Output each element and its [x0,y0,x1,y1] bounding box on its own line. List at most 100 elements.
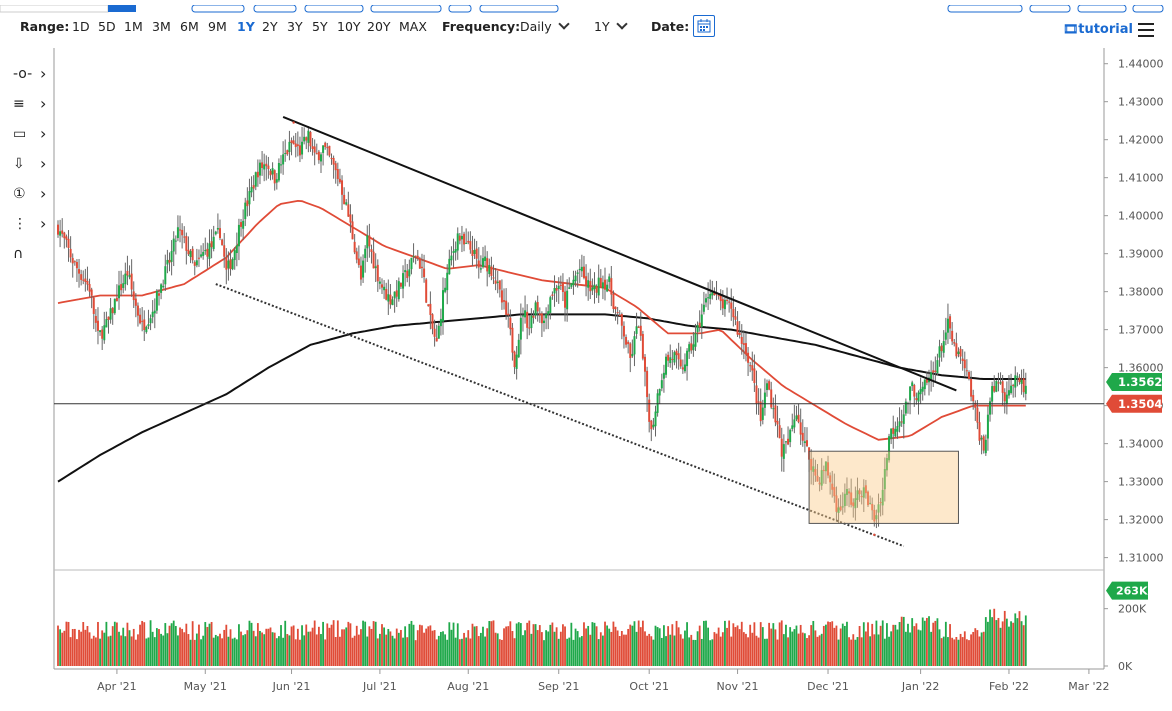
trendline-dotted [215,283,905,548]
menu-icon[interactable] [1138,23,1154,37]
candle [275,179,278,183]
volume-bar [959,633,962,666]
candle [183,236,186,238]
candle [284,152,287,154]
frequency-dropdown[interactable]: Daily [520,18,570,34]
candle [574,275,577,282]
volume-bar [505,626,508,666]
candle [170,251,173,262]
range-2y[interactable]: 2Y [262,19,278,34]
volume-bar [130,636,133,666]
candle [153,310,156,314]
volume-bar [357,634,360,666]
volume-bar [917,629,920,666]
candle [389,294,392,305]
tool-text-lines[interactable]: ≡ › [10,94,50,120]
volume-bar [681,638,684,666]
volume-bar [997,617,1000,666]
tool-arrow-down[interactable]: ⇩ › [10,154,50,180]
volume-bar [665,636,667,666]
candle [317,151,320,161]
candle [139,314,142,324]
candle [315,153,318,155]
candle [641,334,644,359]
volume-bar [877,634,880,666]
candle [824,461,827,472]
volume-bar [84,629,87,666]
tool-number-one[interactable]: ① › [10,184,50,210]
price-tick-label: 1.33000 [1118,476,1164,489]
candle [168,259,171,263]
volume-bar [227,636,230,666]
candle [675,350,678,356]
candle [503,300,506,302]
candle [269,170,272,176]
range-5d[interactable]: 5D [98,19,116,34]
candle [147,324,150,327]
volume-bar [837,639,840,666]
candle [946,318,949,333]
range-6m[interactable]: 6M [180,19,199,34]
range-9m[interactable]: 9M [208,19,227,34]
volume-bar [168,625,171,666]
volume-bar [764,638,766,666]
crosshair-icon: -o- [13,66,33,82]
candle [362,260,365,278]
volume-bar [982,631,985,666]
volume-bar [690,634,693,666]
volume-bar [694,639,697,666]
range-10y[interactable]: 10Y [337,19,361,34]
volume-bar [692,639,695,666]
candle [298,145,301,156]
volume-bar [223,629,226,666]
volume-bar [728,620,731,666]
volume-bar [423,632,425,666]
arrow-down-icon: ⇩ [13,156,25,172]
volume-bar [532,624,535,666]
range-20y[interactable]: 20Y [367,19,391,34]
volume-bar [284,620,287,666]
candle [753,368,756,384]
tool-magnet[interactable]: ∩ [10,244,50,270]
candle [143,319,146,331]
tool-rectangle[interactable]: ▭ › [10,124,50,150]
volume-bar [963,631,966,666]
candle [852,502,855,507]
volume-bar [799,624,802,666]
candle [1016,376,1019,378]
range-1d[interactable]: 1D [72,19,90,34]
range-max[interactable]: MAX [399,19,427,34]
candle [854,498,857,509]
candle [902,414,905,424]
range-1m[interactable]: 1M [124,19,143,34]
volume-bar [770,628,773,666]
volume-bar [658,628,661,666]
volume-bar [181,628,184,666]
tool-fibonacci[interactable]: ⋮ › [10,214,50,240]
volume-bar [225,624,228,666]
candle [978,422,981,441]
candle [442,290,445,322]
candle [332,157,335,165]
range-3y[interactable]: 3Y [287,19,303,34]
volume-bar [238,624,240,666]
candle [772,408,775,410]
candle [136,305,139,316]
volume-bar [599,632,602,666]
volume-bar [402,637,404,666]
candle [130,273,133,290]
calendar-icon[interactable] [693,15,715,37]
range-5y[interactable]: 5Y [312,19,328,34]
period-dropdown[interactable]: 1Y [594,18,628,34]
volume-tick-label: 0K [1118,660,1133,673]
candle [925,378,928,383]
tool-crosshair[interactable]: -o- › [10,64,50,90]
volume-bar [602,635,604,666]
candle [566,290,569,310]
tutorial-link[interactable]: 🎞tutorial [1063,22,1133,37]
range-1y[interactable]: 1Y [237,19,255,34]
range-3m[interactable]: 3M [152,19,171,34]
candle [780,438,783,457]
volume-bar [705,620,707,666]
